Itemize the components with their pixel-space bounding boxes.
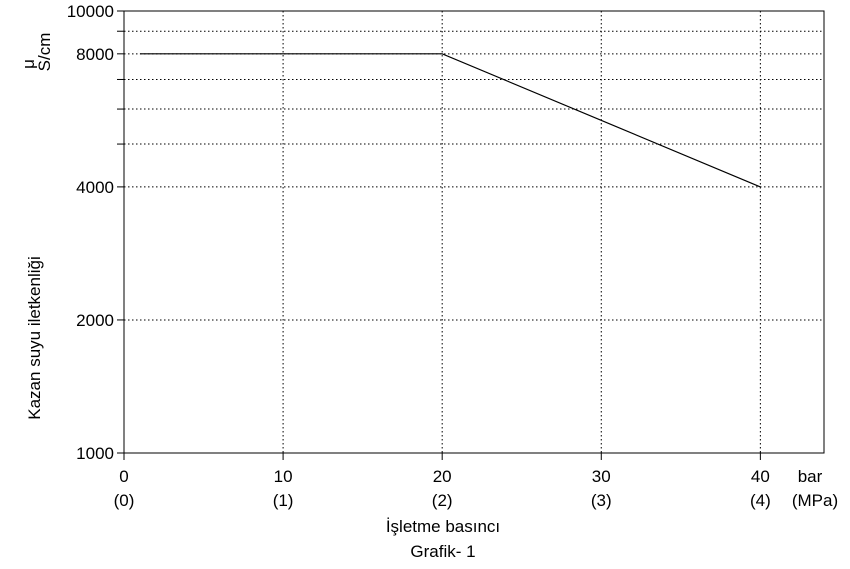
y-tick-label: 2000 [76,311,114,330]
series-layer [139,53,761,188]
x-unit-primary: bar [798,467,823,486]
x-unit-secondary: (MPa) [792,491,838,510]
y-tick-label: 1000 [76,444,114,463]
x-tick-label: 0 [119,467,128,486]
grid-lines [124,11,824,453]
y-tick-label: 4000 [76,178,114,197]
x-tick-sublabel: (1) [273,491,294,510]
x-tick-label: 20 [433,467,452,486]
x-axis-label: İşletme basıncı [386,517,500,536]
y-unit-mu: μ [19,59,38,69]
x-tick-label: 30 [592,467,611,486]
x-tick-sublabel: (3) [591,491,612,510]
y-axis-unit: μ S/cm [19,33,54,72]
y-axis-label: Kazan suyu iletkenliği [25,256,44,419]
y-unit-text: S/cm [35,33,54,72]
x-tick-sublabel: (0) [114,491,135,510]
y-tick-label: 8000 [76,45,114,64]
chart-title: Grafik- 1 [410,542,475,561]
x-tick-sublabel: (2) [432,491,453,510]
plot-area-frame [123,10,825,454]
x-tick-label: 40 [751,467,770,486]
x-tick-sublabel: (4) [750,491,771,510]
y-tick-label: 10000 [67,2,114,21]
axis-ticks [117,10,761,460]
x-tick-label: 10 [274,467,293,486]
series-line [139,53,761,188]
